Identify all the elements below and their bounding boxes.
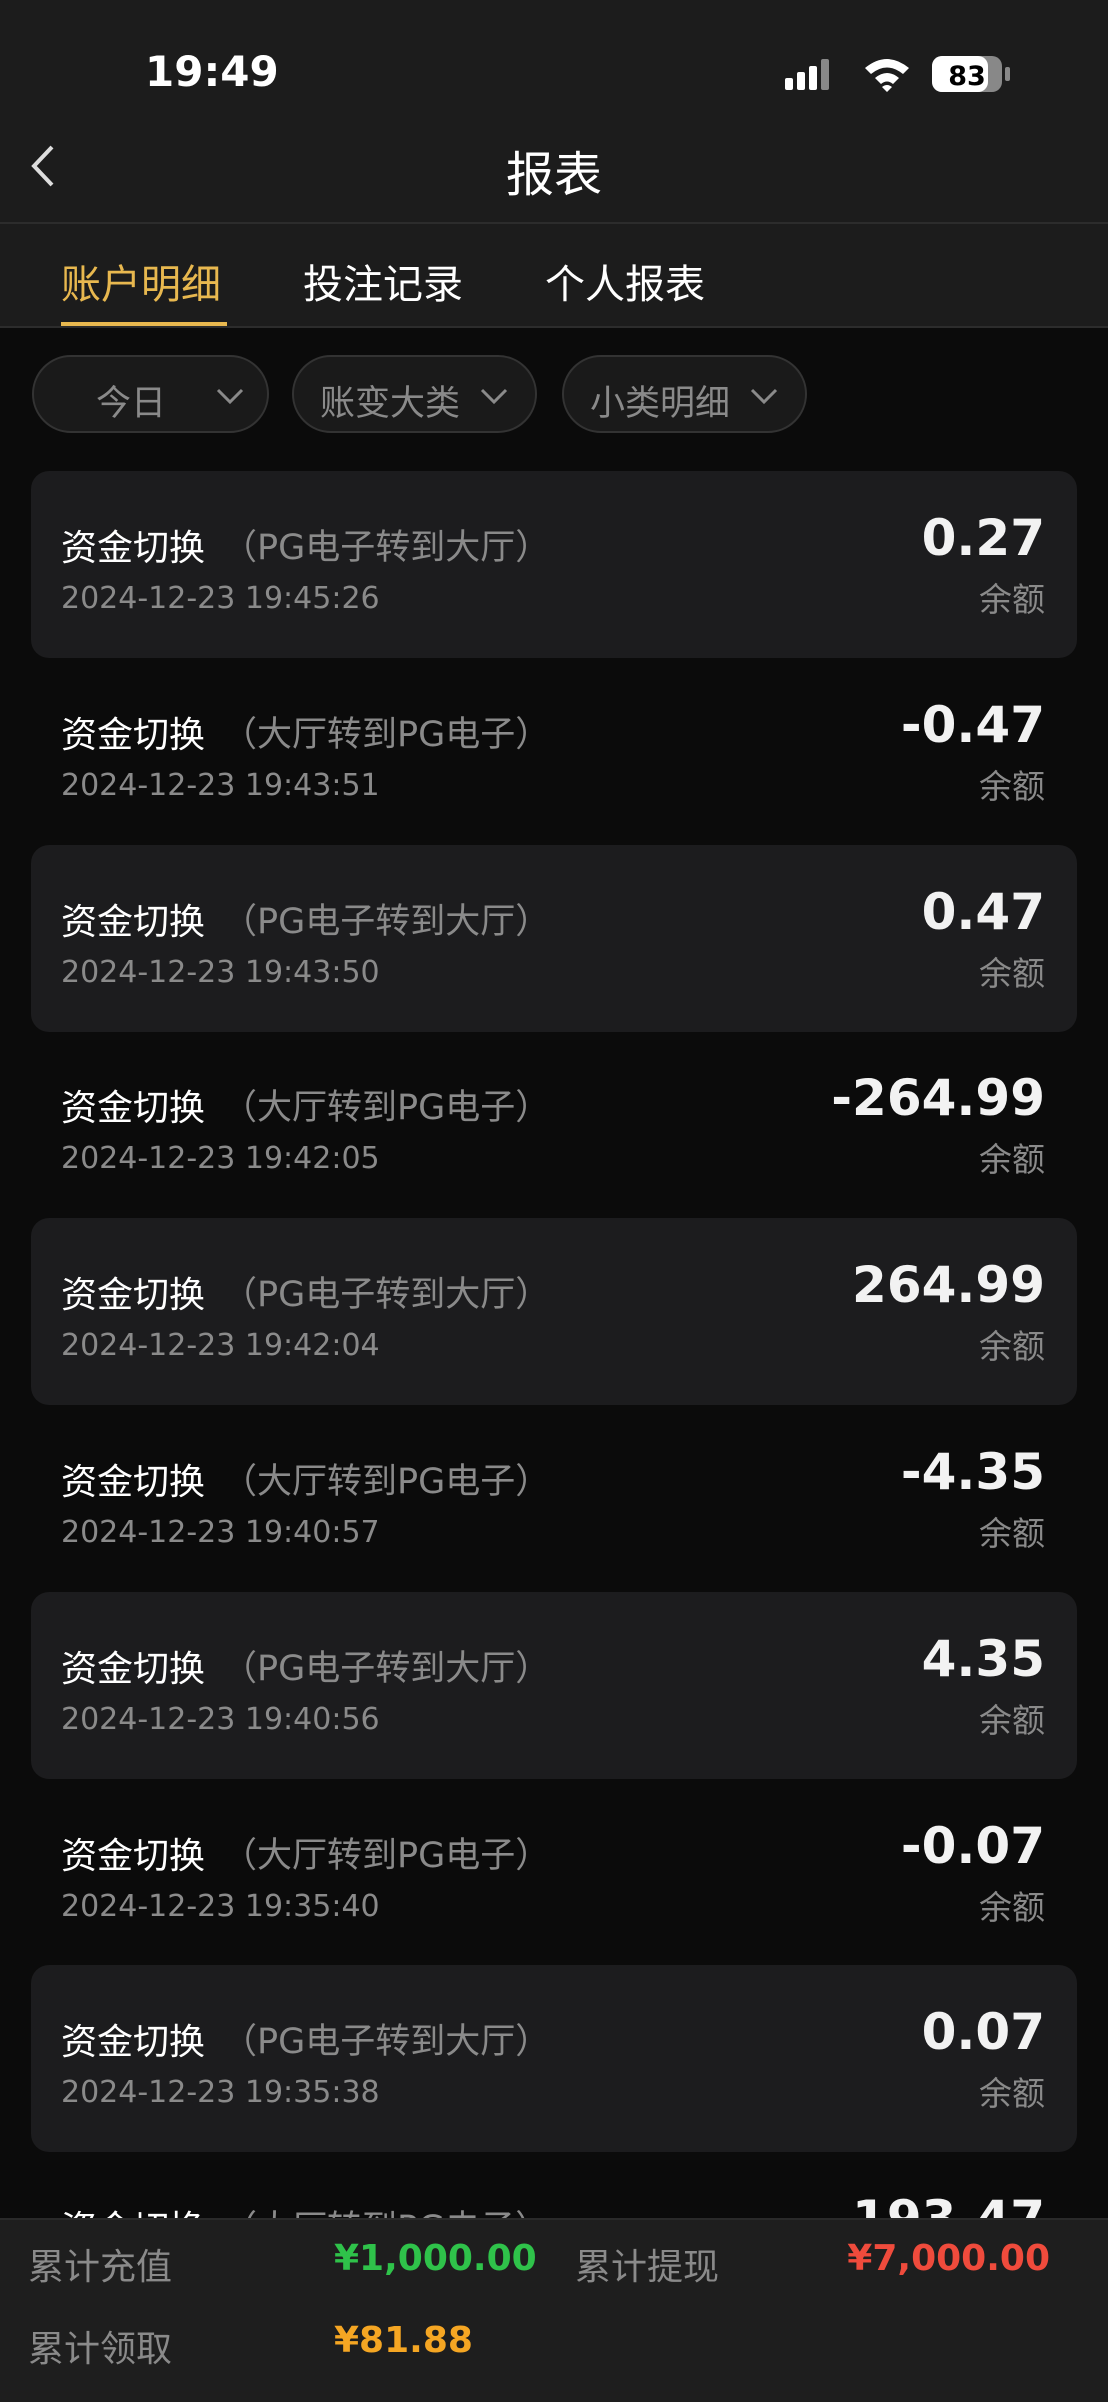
record-label: 余额 [979,1700,1045,1740]
record-card[interactable] [31,1218,1077,1406]
record-amount: 0.47 [921,882,1045,941]
summary-label: 累计充值 [28,2247,173,2288]
record-card[interactable] [31,1591,1077,1779]
record-amount: -4.35 [900,1443,1045,1501]
top-bar: 19:49 83 报表 账户明细 投注记录 个人报表 [0,0,1108,328]
filter-label: 账变大类 [320,384,461,424]
record-title: 资金切换 [61,528,206,569]
record-detail: （PG电子转到大厅） [222,1275,551,1316]
record-time: 2024-12-23 19:43:51 [61,767,380,803]
summary-bar: 累计充值 ¥1,000.00 累计提现 ¥7,000.00 累计领取 ¥81.88 [0,2218,1108,2402]
filter-label: 小类明细 [590,384,731,424]
record-card[interactable] [31,844,1077,1032]
record-card[interactable] [31,1965,1077,2153]
record-time: 2024-12-23 19:43:50 [61,954,380,990]
record-detail: （大厅转到PG电子） [222,1088,551,1129]
record-time: 2024-12-23 19:35:40 [61,1888,380,1924]
summary-value: ¥7,000.00 [847,2238,1050,2279]
record-time: 2024-12-23 19:42:05 [61,1141,380,1177]
record-title: 资金切换 [61,1088,206,1130]
record-title: 资金切换 [61,2022,206,2064]
record-detail: （大厅转到PG电子） [222,1462,551,1502]
divider [0,326,1108,328]
status-icons: 83 [785,56,1010,92]
record-card[interactable] [31,471,1077,658]
record-detail: （PG电子转到大厅） [222,528,551,568]
record-label: 余额 [979,1140,1045,1180]
record-detail: （大厅转到PG电子） [222,714,551,755]
chevron [480,388,508,405]
back-button[interactable] [28,143,60,189]
filter-dropdown[interactable]: 账变大类 [292,355,537,433]
record-label: 余额 [979,953,1045,993]
record-amount: 264.99 [852,1256,1045,1315]
record-label: 余额 [979,1327,1045,1367]
record-time: 2024-12-23 19:45:26 [61,581,380,616]
record-amount: 4.35 [921,1629,1045,1688]
chevron [216,388,244,405]
record-label: 余额 [979,766,1045,806]
record-amount: -264.99 [831,1069,1045,1128]
filter-dropdown[interactable]: 今日 [32,355,269,433]
record-label: 余额 [979,2074,1045,2114]
record-time: 2024-12-23 19:42:04 [61,1328,380,1364]
tab[interactable]: 个人报表 [545,262,705,308]
record-detail: （PG电子转到大厅） [222,901,551,942]
record-label: 余额 [979,1887,1045,1927]
summary-value: ¥81.88 [334,2320,473,2361]
record-title: 资金切换 [61,1648,206,1690]
record-time: 2024-12-23 19:35:38 [61,2075,380,2111]
record-amount: 0.07 [921,2003,1045,2062]
record-title: 资金切换 [61,714,206,756]
record-label: 余额 [979,580,1045,619]
page-title: 报表 [505,147,602,203]
battery-level: 83 [948,61,986,92]
record-time: 2024-12-23 19:40:57 [61,1515,380,1550]
record-detail: （PG电子转到大厅） [222,2022,551,2063]
filter-dropdown[interactable]: 小类明细 [562,355,807,433]
record-title: 资金切换 [61,901,206,943]
record-amount: -0.07 [900,1816,1045,1875]
summary-value: ¥1,000.00 [334,2238,537,2279]
divider [0,222,1108,224]
summary-label: 累计领取 [28,2329,173,2370]
tab-underline [61,322,227,327]
record-time: 2024-12-23 19:40:56 [61,1701,380,1737]
record-title: 资金切换 [61,1275,206,1317]
record-label: 余额 [979,1514,1045,1553]
tab[interactable]: 投注记录 [303,262,463,308]
record-amount: -0.47 [900,695,1045,754]
record-title: 资金切换 [61,1462,206,1503]
chevron [750,388,778,405]
tab[interactable]: 账户明细 [61,262,221,308]
record-amount: 0.27 [921,509,1045,567]
record-detail: （PG电子转到大厅） [222,1648,551,1689]
status-time: 19:49 [145,47,279,96]
record-title: 资金切换 [61,1835,206,1877]
record-detail: （大厅转到PG电子） [222,1835,551,1876]
filter-label: 今日 [96,384,167,424]
summary-label: 累计提现 [575,2247,720,2288]
